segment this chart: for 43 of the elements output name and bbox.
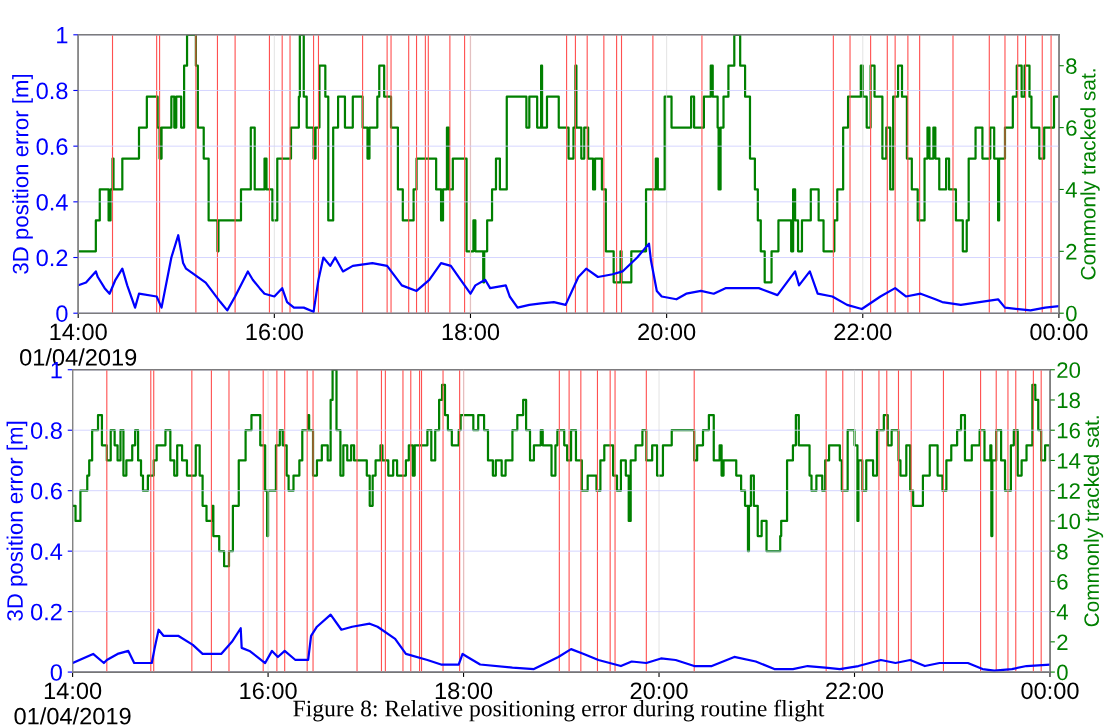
- caption: Figure 8: Relative positioning error during routine flight: [293, 699, 825, 722]
- y2-tick-label: 12: [1057, 483, 1080, 499]
- y-tick-label: 0.8: [36, 82, 68, 100]
- y2-axis-title: Commonly tracked sat.: [1080, 69, 1100, 280]
- y2-tick-label: 6: [1057, 573, 1068, 590]
- y2-axis-title: Commonly tracked sat.: [1083, 416, 1104, 627]
- y-axis-title: 3D position error [m]: [12, 74, 33, 274]
- x-tick-label: 16:00: [246, 323, 303, 341]
- x-tick-label: 22:00: [834, 323, 892, 341]
- y-tick-label: 0.2: [30, 603, 62, 621]
- y-tick-label: 1: [57, 27, 68, 44]
- x-tick-label: 20:00: [638, 323, 696, 341]
- y2-tick-label: 4: [1065, 182, 1077, 198]
- y2-tick-label: 8: [1057, 543, 1068, 560]
- x-tick-label: 20:00: [630, 682, 688, 700]
- y2-tick-label: 2: [1066, 243, 1077, 260]
- y-tick-label: 0.8: [30, 422, 62, 439]
- x-tick-label: 00:00: [1021, 682, 1079, 700]
- y2-tick-label: 16: [1057, 422, 1080, 439]
- y2-tick-label: 20: [1057, 362, 1081, 379]
- x-tick-label: 16:00: [240, 682, 297, 700]
- x-tick-label: 22:00: [826, 682, 884, 700]
- y-axis-title: 3D position error [m]: [6, 421, 28, 621]
- y2-tick-label: 4: [1056, 604, 1068, 620]
- y-tick-label: 0.4: [30, 543, 63, 560]
- y2-tick-label: 6: [1066, 120, 1077, 136]
- y2-tick-label: 2: [1057, 634, 1068, 650]
- y2-tick-label: 0: [1066, 305, 1077, 322]
- y2-tick-label: 14: [1057, 453, 1081, 469]
- y-tick-label: 0: [50, 664, 62, 681]
- y-tick-label: 0.6: [30, 482, 62, 500]
- x-tick-label: 18:00: [442, 323, 500, 341]
- y-tick-label: 0.4: [36, 193, 68, 211]
- y-tick-label: 0: [56, 305, 68, 322]
- y2-tick-label: 18: [1057, 392, 1080, 409]
- y-tick-label: 0.2: [36, 249, 68, 267]
- y2-tick-label: 0: [1057, 664, 1068, 681]
- y-tick-label: 0.6: [36, 138, 68, 155]
- x-tick-label: 18:00: [435, 682, 493, 700]
- x-tick-label: 14:00 01/04/2019: [14, 682, 131, 725]
- y2-tick-label: 8: [1066, 58, 1077, 74]
- x-tick-label: 00:00: [1030, 323, 1088, 341]
- y2-tick-label: 10: [1057, 513, 1081, 530]
